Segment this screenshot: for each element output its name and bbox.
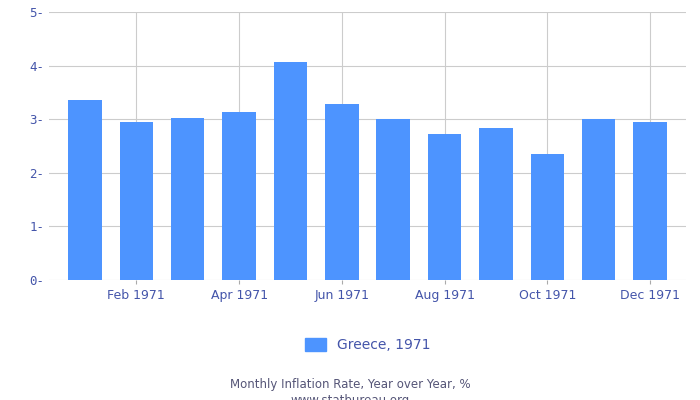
Bar: [69, 100, 102, 280]
Bar: [120, 122, 153, 280]
Text: Monthly Inflation Rate, Year over Year, %: Monthly Inflation Rate, Year over Year, …: [230, 378, 470, 391]
Bar: [582, 119, 615, 280]
Bar: [428, 134, 461, 280]
Bar: [634, 122, 666, 280]
Bar: [223, 112, 256, 280]
Bar: [377, 119, 410, 280]
Text: www.statbureau.org: www.statbureau.org: [290, 394, 410, 400]
Bar: [531, 154, 564, 280]
Bar: [274, 62, 307, 280]
Legend: Greece, 1971: Greece, 1971: [299, 332, 436, 358]
Bar: [480, 128, 512, 280]
Bar: [325, 104, 358, 280]
Bar: [171, 118, 204, 280]
